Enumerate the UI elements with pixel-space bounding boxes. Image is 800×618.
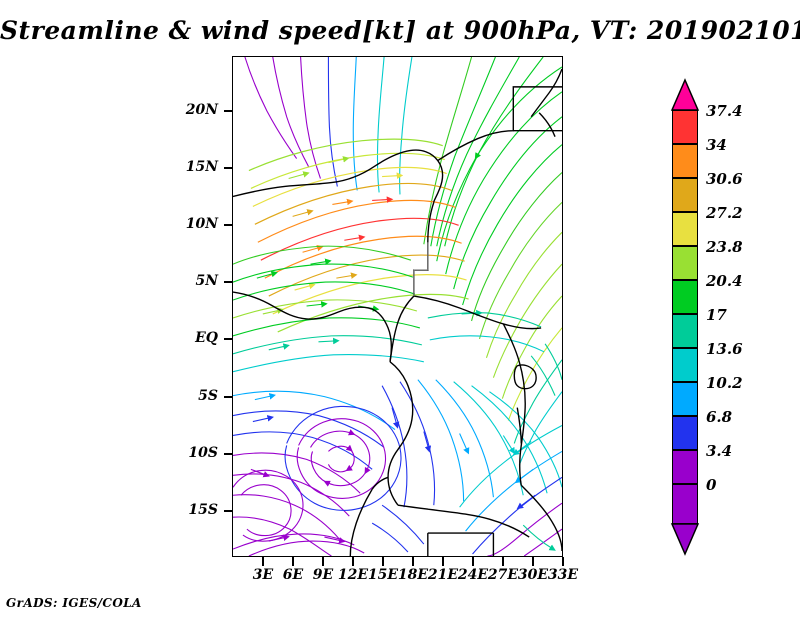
colorbar-band-6.8-10.2 <box>672 382 698 416</box>
colorbar-band-23.8-27.2 <box>672 212 698 246</box>
x-axis-label-15E: 15E <box>367 567 399 583</box>
y-tick <box>224 453 233 455</box>
x-axis-label-12E: 12E <box>337 567 369 583</box>
y-axis-label-EQ: EQ <box>195 330 218 346</box>
colorbar-band-20.4-23.8 <box>672 246 698 280</box>
x-axis-label-18E: 18E <box>397 567 429 583</box>
y-axis-label-5N: 5N <box>195 273 218 289</box>
x-axis-label-21E: 21E <box>427 567 459 583</box>
streamline-field <box>233 57 562 556</box>
colorbar-band-below-0 <box>672 484 698 524</box>
y-axis-label-5S: 5S <box>198 388 218 404</box>
x-tick <box>382 557 384 566</box>
colorbar: 37.4 34 30.6 27.2 23.8 20.4 17 13.6 10.2… <box>664 78 794 556</box>
y-tick <box>224 281 233 283</box>
colorbar-label-10.2: 10.2 <box>706 374 743 392</box>
y-axis-label-15N: 15N <box>185 159 218 175</box>
y-tick <box>224 510 233 512</box>
y-tick <box>224 224 233 226</box>
colorbar-band-3.4-6.8 <box>672 416 698 450</box>
colorbar-band-0-3.4 <box>672 450 698 484</box>
x-tick <box>502 557 504 566</box>
colorbar-label-20.4: 20.4 <box>706 272 743 290</box>
colorbar-label-6.8: 6.8 <box>706 408 733 426</box>
x-tick <box>412 557 414 566</box>
y-axis-label-20N: 20N <box>185 102 218 118</box>
colorbar-label-17: 17 <box>706 306 727 324</box>
y-tick <box>224 110 233 112</box>
colorbar-band-30.6-34 <box>672 144 698 178</box>
colorbar-label-23.8: 23.8 <box>706 238 743 256</box>
x-tick <box>262 557 264 566</box>
colorbar-label-37.4: 37.4 <box>706 102 743 120</box>
x-tick <box>292 557 294 566</box>
colorbar-band-17-20.4 <box>672 280 698 314</box>
colorbar-label-27.2: 27.2 <box>706 204 743 222</box>
y-tick <box>224 167 233 169</box>
y-tick <box>224 396 233 398</box>
x-axis-label-24E: 24E <box>457 567 489 583</box>
x-axis-label-30E: 30E <box>517 567 549 583</box>
x-tick <box>472 557 474 566</box>
y-axis-label-10N: 10N <box>185 216 218 232</box>
y-axis-label-10S: 10S <box>188 445 218 461</box>
x-axis-label-27E: 27E <box>487 567 519 583</box>
x-axis-label-9E: 9E <box>312 567 334 583</box>
colorbar-label-3.4: 3.4 <box>706 442 733 460</box>
colorbar-label-13.6: 13.6 <box>706 340 743 358</box>
x-axis-label-6E: 6E <box>282 567 304 583</box>
x-axis-label-3E: 3E <box>252 567 274 583</box>
x-tick <box>352 557 354 566</box>
colorbar-band-13.6-17 <box>672 314 698 348</box>
colorbar-band-27.2-30.6 <box>672 178 698 212</box>
credit-text: GrADS: IGES/COLA <box>6 596 142 610</box>
y-tick <box>224 338 233 340</box>
x-tick <box>442 557 444 566</box>
x-tick <box>532 557 534 566</box>
map-plot-area <box>232 56 563 557</box>
colorbar-label-34: 34 <box>706 136 727 154</box>
colorbar-label-30.6: 30.6 <box>706 170 743 188</box>
colorbar-band-34-37.4 <box>672 110 698 144</box>
page-title: Streamline & wind speed[kt] at 900hPa, V… <box>0 16 800 45</box>
x-tick <box>322 557 324 566</box>
x-tick <box>562 557 564 566</box>
colorbar-band-10.2-13.6 <box>672 348 698 382</box>
x-axis-label-33E: 33E <box>547 567 579 583</box>
colorbar-under-arrow <box>670 523 700 556</box>
colorbar-over-arrow <box>670 78 700 111</box>
y-axis-label-15S: 15S <box>188 502 218 518</box>
colorbar-label-0: 0 <box>706 476 717 494</box>
